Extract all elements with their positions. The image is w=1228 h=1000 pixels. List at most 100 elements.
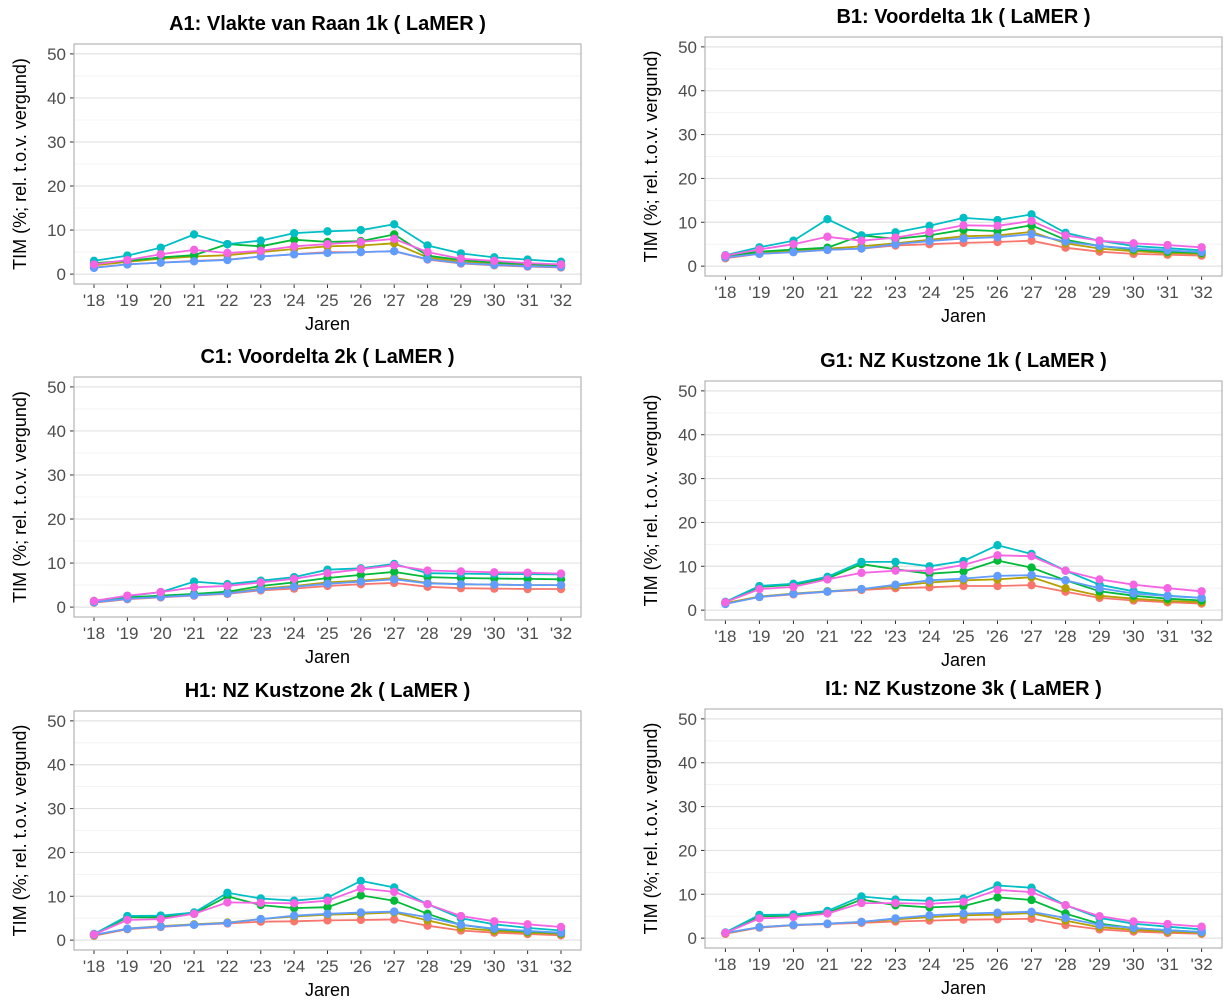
y-tick-label: 20	[47, 843, 66, 862]
data-point	[925, 236, 934, 246]
x-axis-label: Jaren	[941, 306, 986, 326]
x-tick-label: '31	[1157, 955, 1179, 974]
y-axis-label: TIM (%; rel. t.o.v. vergund)	[10, 391, 30, 603]
x-tick-label: '25	[952, 627, 974, 646]
x-tick-label: '18	[714, 283, 736, 302]
data-point	[1129, 580, 1138, 589]
data-point	[857, 584, 866, 594]
x-tick-label: '26	[350, 624, 372, 643]
data-point	[156, 587, 165, 597]
data-point	[1163, 919, 1172, 929]
data-point	[390, 575, 399, 584]
x-tick-label: '28	[416, 957, 438, 976]
data-point	[755, 245, 764, 254]
data-point	[1129, 923, 1138, 933]
data-point	[423, 899, 432, 909]
data-point	[223, 255, 232, 265]
data-point	[1027, 895, 1036, 905]
x-tick-label: '28	[416, 624, 438, 643]
data-point	[721, 928, 730, 938]
x-tick-label: '19	[116, 291, 138, 310]
x-tick-label: '32	[550, 957, 572, 976]
data-point	[857, 557, 866, 567]
x-tick-label: '32	[550, 291, 572, 310]
data-point	[1197, 593, 1206, 603]
data-point	[390, 915, 399, 924]
data-point	[1163, 240, 1172, 250]
data-point	[1061, 576, 1070, 585]
data-point	[356, 577, 366, 586]
data-point	[256, 246, 265, 255]
data-point	[1197, 922, 1206, 931]
data-point	[1061, 566, 1070, 575]
x-tick-label: '32	[550, 624, 572, 643]
x-tick-label: '26	[986, 627, 1008, 646]
y-tick-label: 10	[678, 885, 697, 904]
chart-title: A1: Vlakte van Raan 1k ( LaMER )	[169, 13, 486, 35]
x-tick-label: '24	[918, 955, 940, 974]
x-tick-label: '21	[816, 627, 838, 646]
chart-panel-c1: 0 10 20 30 40 50 '18 '19 '20 '21 '22 '23 '24 '25 '26 '2…	[0, 333, 614, 666]
data-point	[993, 885, 1002, 895]
y-tick-label: 10	[47, 221, 66, 240]
data-point	[390, 896, 399, 905]
y-tick-label: 0	[688, 929, 697, 948]
data-point	[959, 221, 968, 230]
data-point	[323, 896, 332, 905]
y-tick-label: 20	[47, 510, 66, 529]
y-tick-label: 30	[47, 800, 66, 819]
data-point	[993, 551, 1002, 560]
x-tick-label: '18	[83, 957, 105, 976]
chart-title: C1: Voordelta 2k ( LaMER )	[200, 346, 454, 368]
data-point	[1197, 587, 1206, 596]
data-point	[993, 581, 1002, 591]
data-point	[356, 915, 366, 925]
x-tick-label: '28	[1054, 283, 1076, 302]
data-point	[1027, 570, 1036, 580]
data-point	[189, 230, 199, 239]
x-tick-label: '29	[450, 957, 472, 976]
data-point	[189, 920, 199, 929]
data-point	[323, 248, 332, 258]
data-point	[1095, 912, 1104, 921]
chart-svg: 0 10 20 30 40 50 '18 '19 '20 '21 '22 '23 '24 '25 '26 '2…	[10, 13, 582, 333]
data-point	[356, 225, 366, 235]
x-tick-label: '23	[250, 957, 272, 976]
data-point	[1061, 237, 1070, 246]
data-point	[223, 239, 232, 249]
x-axis-label: Jaren	[305, 980, 350, 999]
x-tick-label: '31	[517, 624, 539, 643]
data-point	[289, 582, 299, 592]
x-tick-label: '31	[517, 957, 539, 976]
x-tick-label: '31	[1157, 627, 1179, 646]
data-point	[289, 242, 299, 251]
data-point	[423, 247, 432, 257]
data-point	[993, 893, 1002, 902]
data-point	[755, 922, 764, 932]
x-tick-label: '25	[316, 957, 338, 976]
y-tick-label: 50	[47, 712, 66, 731]
x-tick-label: '26	[350, 957, 372, 976]
plot-border	[704, 36, 1223, 277]
data-point	[523, 920, 532, 929]
data-point	[189, 583, 199, 592]
data-point	[823, 215, 832, 224]
data-point	[1197, 243, 1206, 252]
x-tick-label: '29	[450, 624, 472, 643]
x-tick-label: '20	[782, 283, 804, 302]
x-tick-label: '25	[316, 291, 338, 310]
data-point	[356, 565, 366, 574]
x-tick-label: '19	[116, 624, 138, 643]
y-tick-label: 30	[47, 466, 66, 485]
x-tick-label: '29	[450, 291, 472, 310]
data-point	[223, 589, 232, 598]
data-point	[356, 891, 366, 900]
data-point	[1027, 210, 1036, 219]
data-point	[323, 239, 332, 249]
plot-border	[73, 43, 582, 285]
data-point	[925, 566, 934, 575]
data-point	[456, 579, 466, 589]
x-tick-label: '18	[714, 955, 736, 974]
data-point	[490, 917, 499, 926]
data-point	[556, 580, 566, 590]
